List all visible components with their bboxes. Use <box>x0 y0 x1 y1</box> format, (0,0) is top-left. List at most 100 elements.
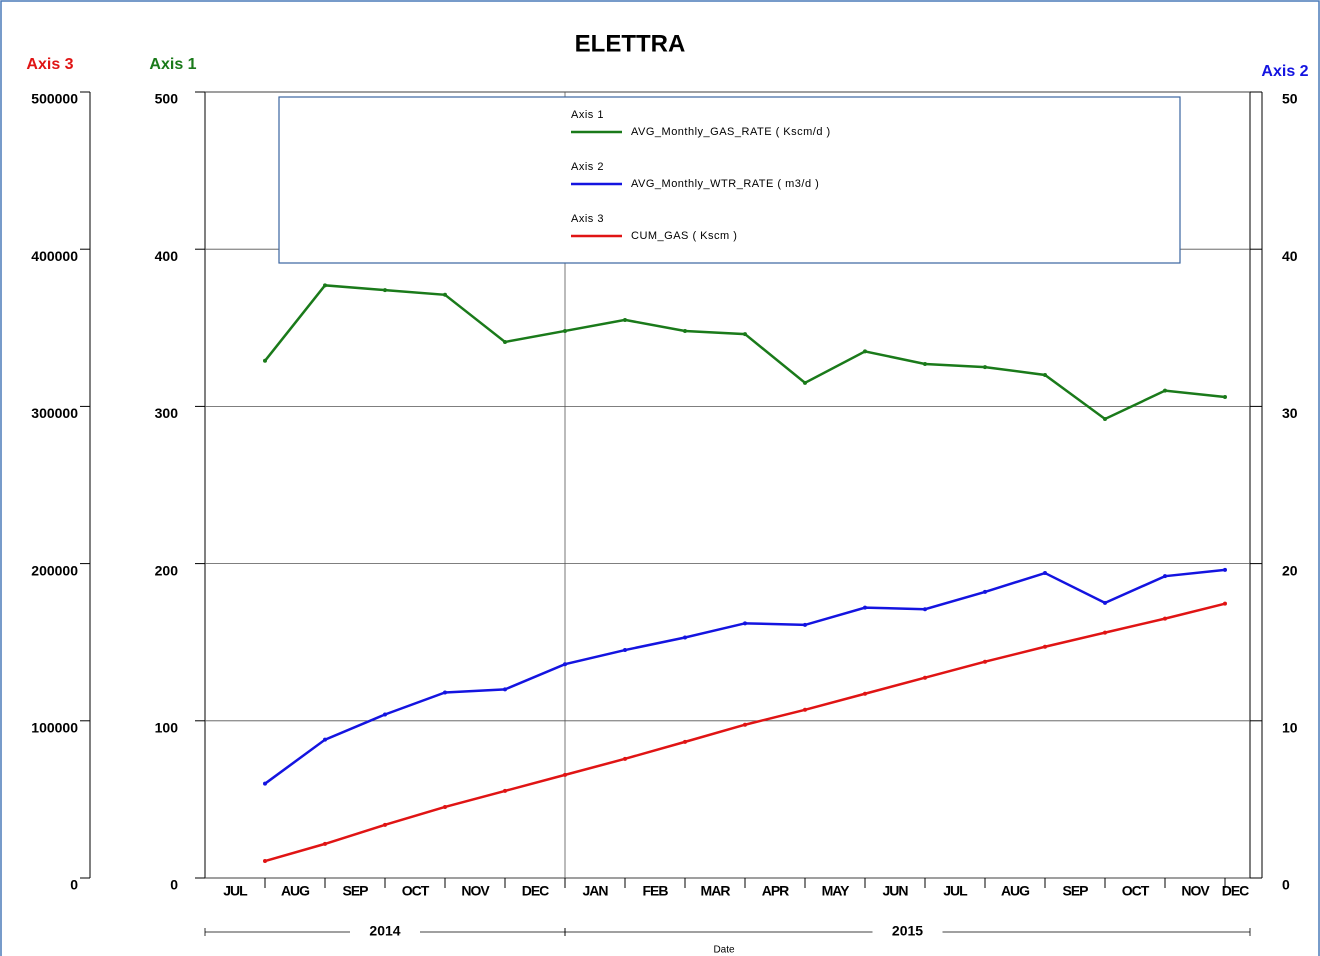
y3-tick-label: 100000 <box>31 720 78 736</box>
data-point <box>743 332 747 337</box>
data-point <box>443 292 447 297</box>
data-point <box>1043 372 1047 377</box>
axis1-title: Axis 1 <box>149 56 196 73</box>
y-tick-label: 0 <box>170 877 178 893</box>
x-tick-label: AUG <box>281 883 310 899</box>
data-point <box>383 822 387 827</box>
series-line <box>264 284 1226 421</box>
data-point <box>1163 388 1167 393</box>
data-point <box>263 859 267 864</box>
data-point <box>1223 394 1227 399</box>
y3-tick-label: 0 <box>70 877 78 893</box>
data-point <box>503 788 507 793</box>
data-point <box>623 648 627 653</box>
x-tick-label: JUL <box>943 883 968 899</box>
legend-axis: Axis 3 <box>571 213 604 225</box>
y-tick-label: 100 <box>155 720 179 736</box>
series-line <box>264 568 1226 785</box>
data-point <box>1223 567 1227 572</box>
data-point <box>863 349 867 354</box>
data-point <box>443 690 447 695</box>
axis3-title: Axis 3 <box>26 56 73 73</box>
x-tick-label: OCT <box>402 883 430 899</box>
y3-tick-label: 200000 <box>31 562 78 578</box>
data-point <box>803 622 807 627</box>
axis2-title: Axis 2 <box>1261 63 1308 80</box>
y2-tick-label: 20 <box>1282 562 1298 578</box>
x-tick-label: DEC <box>1222 883 1249 899</box>
data-point <box>623 756 627 761</box>
data-point <box>983 589 987 594</box>
data-point <box>683 739 687 744</box>
y2-tick-label: 30 <box>1282 405 1298 421</box>
x-tick-label: SEP <box>1062 883 1088 899</box>
data-point <box>803 707 807 712</box>
legend-axis: Axis 2 <box>571 161 604 173</box>
x-tick-label: NOV <box>461 883 490 899</box>
x-tick-label: MAR <box>701 883 731 899</box>
x-tick-label: OCT <box>1122 883 1150 899</box>
legend-axis: Axis 1 <box>571 109 604 121</box>
data-point <box>923 675 927 680</box>
x-tick-label: JUL <box>223 883 248 899</box>
data-point <box>1043 571 1047 576</box>
data-point <box>503 339 507 344</box>
data-point <box>563 662 567 667</box>
y2-tick-label: 40 <box>1282 248 1298 264</box>
x-tick-label: JUN <box>882 883 908 899</box>
y2-tick-label: 10 <box>1282 720 1298 736</box>
x-tick-label: AUG <box>1001 883 1030 899</box>
x-axis-title: Date <box>713 945 735 956</box>
series-line <box>264 602 1226 863</box>
x-tick-label: FEB <box>643 883 669 899</box>
data-point <box>683 635 687 640</box>
x-tick-label: NOV <box>1181 883 1210 899</box>
legend-label: CUM_GAS ( Kscm ) <box>631 230 737 242</box>
data-point <box>863 691 867 696</box>
data-point <box>1163 616 1167 621</box>
y3-tick-label: 400000 <box>31 248 78 264</box>
legend: Axis 1 AVG_Monthly_GAS_RATE ( Kscm/d ) Axi… <box>571 109 831 242</box>
data-point <box>263 358 267 363</box>
data-point <box>383 288 387 293</box>
y2-tick-label: 50 <box>1282 91 1298 107</box>
x-tick-label: JAN <box>582 883 608 899</box>
data-point <box>803 380 807 385</box>
data-point <box>323 737 327 742</box>
y-tick-label: 200 <box>155 562 179 578</box>
y2-tick-label: 0 <box>1282 877 1290 893</box>
y-tick-label: 300 <box>155 405 179 421</box>
chart-title: ELETTRA <box>575 30 686 57</box>
x-tick-label: APR <box>762 883 789 899</box>
year-label: 2015 <box>892 923 923 939</box>
data-point <box>563 328 567 333</box>
data-point <box>383 712 387 717</box>
data-point <box>563 772 567 777</box>
legend-box <box>278 96 1181 264</box>
data-point <box>443 804 447 809</box>
y3-tick-label: 300000 <box>31 405 78 421</box>
data-point <box>1223 601 1227 606</box>
data-point <box>1043 644 1047 649</box>
data-point <box>323 841 327 846</box>
legend-label: AVG_Monthly_WTR_RATE ( m3/d ) <box>631 178 819 190</box>
x-tick-label: SEP <box>342 883 368 899</box>
x-tick-label: MAY <box>822 883 850 899</box>
data-point <box>743 621 747 626</box>
y3-tick-label: 500000 <box>31 91 78 107</box>
data-point <box>983 659 987 664</box>
data-point <box>1103 630 1107 635</box>
y-tick-label: 500 <box>155 91 179 107</box>
legend-label: AVG_Monthly_GAS_RATE ( Kscm/d ) <box>631 126 831 138</box>
data-point <box>923 361 927 366</box>
data-point <box>683 328 687 333</box>
data-point <box>1103 416 1107 421</box>
data-point <box>263 781 267 786</box>
year-label: 2014 <box>369 923 400 939</box>
data-point <box>743 722 747 727</box>
data-point <box>503 687 507 692</box>
data-point <box>923 607 927 612</box>
y-tick-label: 400 <box>155 248 179 264</box>
